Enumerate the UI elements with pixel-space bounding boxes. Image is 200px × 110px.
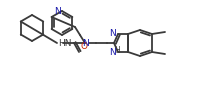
- Text: N: N: [54, 6, 61, 16]
- Text: N: N: [82, 38, 88, 48]
- Text: HN: HN: [58, 38, 72, 48]
- Text: O: O: [80, 42, 87, 51]
- Text: H: H: [114, 46, 120, 55]
- Text: N: N: [109, 28, 116, 38]
- Text: N: N: [109, 48, 116, 57]
